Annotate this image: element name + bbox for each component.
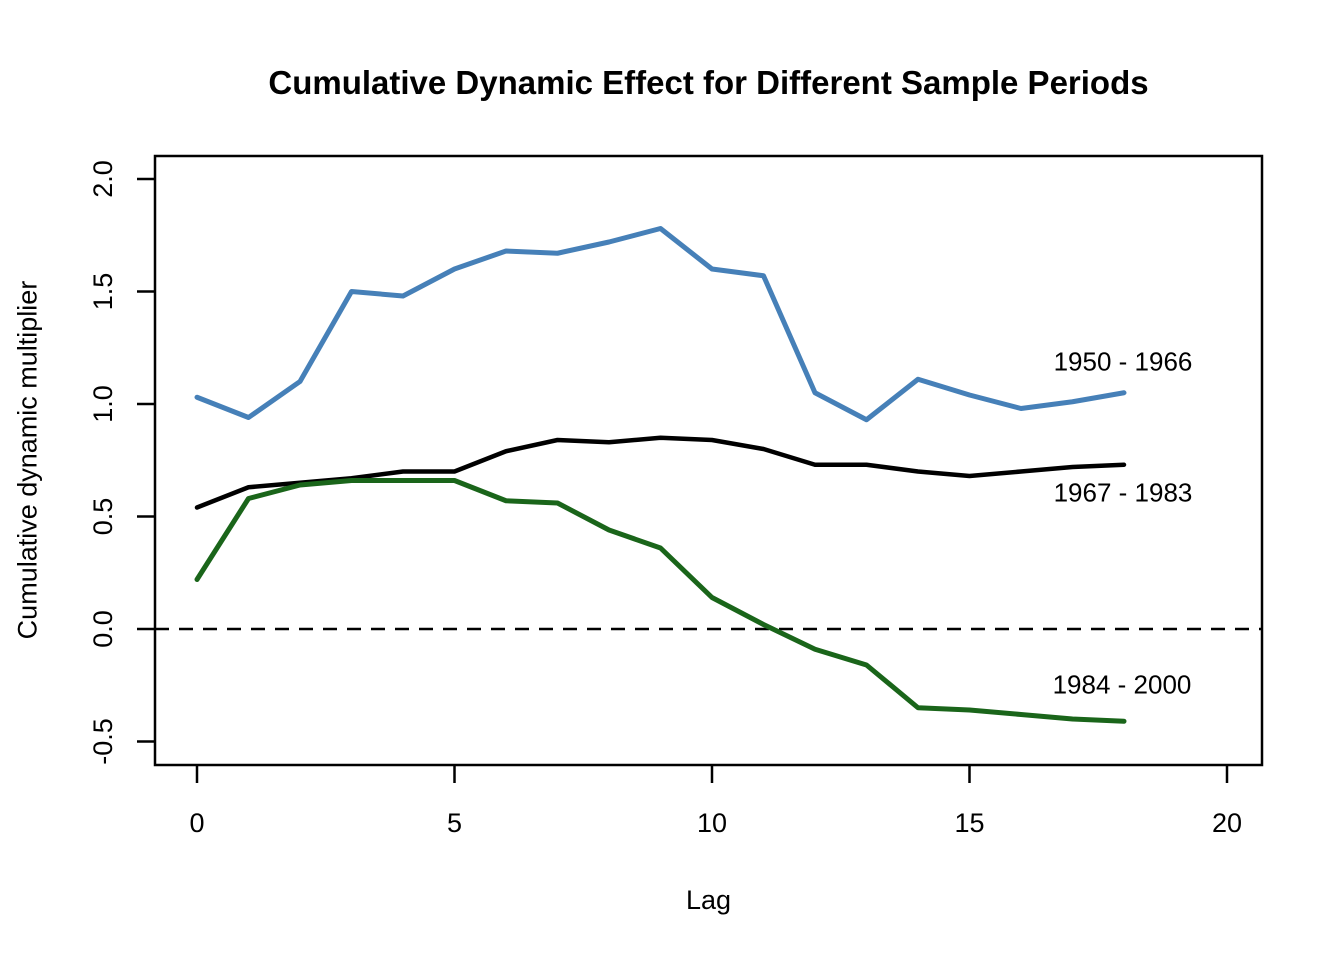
y-tick-label: 1.0 bbox=[88, 385, 118, 423]
y-tick-label: -0.5 bbox=[88, 718, 118, 765]
y-tick-label: 1.5 bbox=[88, 273, 118, 311]
x-tick-label: 5 bbox=[447, 808, 462, 838]
plot-border bbox=[153, 154, 1264, 767]
y-tick-label: 0.5 bbox=[88, 498, 118, 536]
y-tick-label: 0.0 bbox=[88, 610, 118, 648]
x-axis-label: Lag bbox=[685, 885, 732, 915]
x-tick-label: 20 bbox=[1212, 808, 1242, 838]
chart-title: Cumulative Dynamic Effect for Different … bbox=[268, 64, 1149, 101]
y-tick-label: 2.0 bbox=[88, 160, 118, 198]
series-line-2 bbox=[194, 478, 1127, 724]
x-tick-label: 0 bbox=[189, 808, 204, 838]
series-label-1967-1983: 1967 - 1983 bbox=[1053, 477, 1193, 508]
series-label-1950-1966: 1950 - 1966 bbox=[1053, 346, 1193, 377]
series-line-1 bbox=[194, 435, 1127, 510]
series-label-1984-2000: 1984 - 2000 bbox=[1052, 669, 1192, 700]
x-tick-label: 15 bbox=[954, 808, 984, 838]
x-tick-label: 10 bbox=[697, 808, 727, 838]
series-line-0 bbox=[194, 226, 1127, 423]
